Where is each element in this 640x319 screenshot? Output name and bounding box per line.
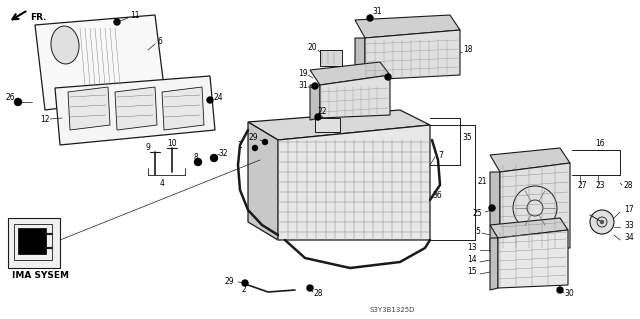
Text: 17: 17 xyxy=(624,205,634,214)
Text: 33: 33 xyxy=(624,220,634,229)
Circle shape xyxy=(262,139,268,145)
Circle shape xyxy=(600,220,604,224)
Polygon shape xyxy=(68,87,110,130)
Polygon shape xyxy=(355,15,460,38)
Text: 19: 19 xyxy=(298,69,308,78)
Ellipse shape xyxy=(51,26,79,64)
Polygon shape xyxy=(490,218,568,238)
Text: 1: 1 xyxy=(237,140,242,150)
Circle shape xyxy=(242,280,248,286)
Polygon shape xyxy=(55,76,215,145)
Text: 16: 16 xyxy=(595,139,605,149)
Circle shape xyxy=(367,15,373,21)
Text: 27: 27 xyxy=(578,181,588,189)
Bar xyxy=(8,218,60,268)
Text: 20: 20 xyxy=(308,43,317,53)
Polygon shape xyxy=(320,75,390,118)
Polygon shape xyxy=(490,172,500,252)
Polygon shape xyxy=(498,230,568,288)
Polygon shape xyxy=(35,15,165,110)
Text: FR.: FR. xyxy=(30,12,47,21)
Circle shape xyxy=(489,205,495,211)
Text: 24: 24 xyxy=(214,93,223,101)
Text: IMA SYSEM: IMA SYSEM xyxy=(12,271,69,280)
Text: 21: 21 xyxy=(477,177,486,187)
Polygon shape xyxy=(278,125,430,240)
Text: 25: 25 xyxy=(472,209,482,218)
Text: 36: 36 xyxy=(432,190,442,199)
Text: 35: 35 xyxy=(462,133,472,143)
Circle shape xyxy=(253,145,257,151)
Polygon shape xyxy=(162,87,204,130)
Circle shape xyxy=(557,287,563,293)
Text: 4: 4 xyxy=(159,179,164,188)
Text: 28: 28 xyxy=(624,181,634,189)
Text: 10: 10 xyxy=(167,138,177,147)
Text: 9: 9 xyxy=(145,143,150,152)
Polygon shape xyxy=(355,38,365,82)
Circle shape xyxy=(590,210,614,234)
Circle shape xyxy=(211,154,218,161)
Text: 23: 23 xyxy=(596,181,605,189)
Polygon shape xyxy=(365,30,460,80)
Polygon shape xyxy=(18,228,46,254)
Text: 22: 22 xyxy=(318,108,328,116)
Bar xyxy=(14,224,52,260)
Polygon shape xyxy=(490,148,570,172)
Text: 15: 15 xyxy=(467,268,477,277)
Circle shape xyxy=(207,97,213,103)
Text: 2: 2 xyxy=(241,286,246,294)
Text: 29: 29 xyxy=(248,133,258,143)
Polygon shape xyxy=(310,85,320,120)
Text: 18: 18 xyxy=(463,46,472,55)
Text: S3Y3B1325D: S3Y3B1325D xyxy=(370,307,415,313)
Text: 8: 8 xyxy=(194,152,198,161)
Polygon shape xyxy=(248,110,430,140)
Text: 6: 6 xyxy=(158,38,163,47)
Circle shape xyxy=(315,114,321,120)
Circle shape xyxy=(195,159,202,166)
Text: 29: 29 xyxy=(225,278,234,286)
Text: 12: 12 xyxy=(40,115,49,124)
Text: 34: 34 xyxy=(624,234,634,242)
Text: 14: 14 xyxy=(467,256,477,264)
Text: 31: 31 xyxy=(298,80,308,90)
Circle shape xyxy=(114,19,120,25)
Polygon shape xyxy=(115,87,157,130)
Circle shape xyxy=(15,99,22,106)
Text: 11: 11 xyxy=(130,11,140,20)
Bar xyxy=(315,118,340,132)
Text: 30: 30 xyxy=(564,290,573,299)
Circle shape xyxy=(307,285,313,291)
Polygon shape xyxy=(310,62,390,85)
Circle shape xyxy=(312,83,318,89)
Text: 31: 31 xyxy=(372,8,381,17)
Text: 5: 5 xyxy=(475,227,480,236)
Text: 13: 13 xyxy=(467,243,477,253)
Text: 28: 28 xyxy=(313,288,323,298)
Polygon shape xyxy=(490,238,498,290)
Bar xyxy=(320,50,342,66)
Circle shape xyxy=(385,74,391,80)
Polygon shape xyxy=(500,163,570,250)
Polygon shape xyxy=(248,122,278,240)
Text: 26: 26 xyxy=(5,93,15,101)
Text: 32: 32 xyxy=(218,149,228,158)
Text: 7: 7 xyxy=(438,151,443,160)
